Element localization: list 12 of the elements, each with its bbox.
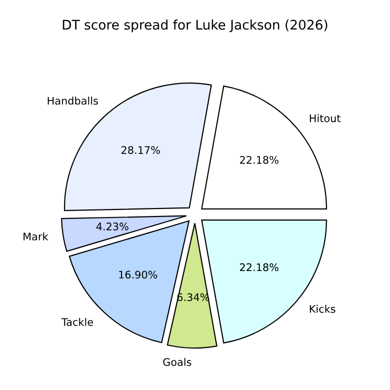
slice-label: Kicks — [310, 304, 336, 313]
slice-label: Goals — [163, 358, 192, 366]
data-label: 16.90% — [119, 270, 158, 279]
slice-label: Tackle — [61, 318, 93, 326]
chart-title: DT score spread for Luke Jackson (2026) — [62, 20, 328, 32]
slice-label: Mark — [24, 232, 48, 240]
data-label: 22.18% — [240, 156, 278, 164]
data-label: 22.18% — [240, 263, 278, 272]
slice-label: Handballs — [48, 96, 98, 105]
data-label: 4.23% — [96, 222, 128, 230]
slice-label: Hitout — [310, 114, 341, 122]
data-label: 28.17% — [122, 146, 160, 154]
